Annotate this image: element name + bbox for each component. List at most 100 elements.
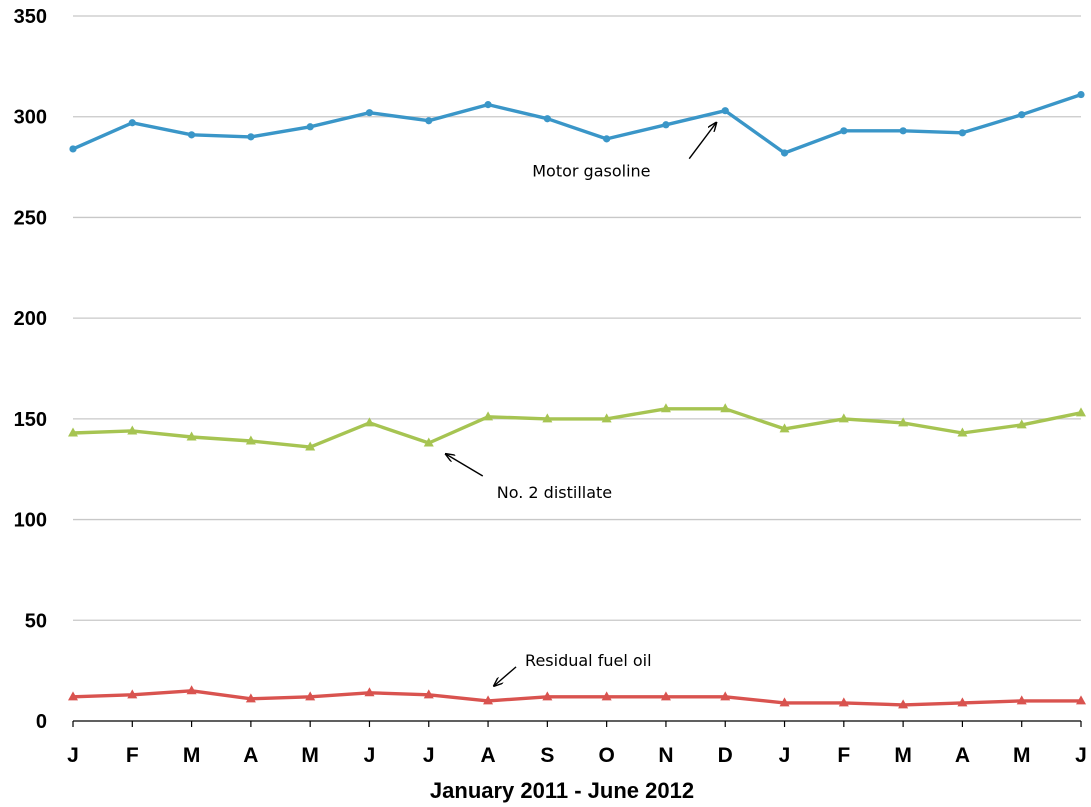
data-point (601, 691, 612, 701)
annotation-arrow (446, 454, 484, 477)
annotation-arrow (494, 666, 517, 686)
x-tick-label: M (183, 744, 201, 767)
x-tick-label: A (480, 744, 495, 767)
x-tick-label: N (658, 744, 673, 767)
data-point (958, 129, 967, 137)
data-point (425, 117, 433, 125)
series-residual (68, 685, 1086, 709)
series-line-residual (72, 689, 1081, 707)
y-tick-label: 0 (36, 711, 47, 733)
data-point (68, 691, 78, 701)
annotation: Residual fuel oil (494, 651, 652, 686)
data-point (721, 107, 729, 115)
data-point (543, 115, 551, 123)
data-point (186, 431, 197, 441)
y-tick-label: 350 (14, 6, 47, 28)
data-point (838, 697, 849, 707)
x-tick-label: A (243, 744, 258, 767)
data-point (898, 699, 909, 709)
y-tick-label: 250 (14, 207, 47, 229)
y-axis-tick-labels: 0 50 100 150 200 250 300 350 (14, 6, 47, 733)
data-point (186, 685, 197, 695)
x-tick-label: M (894, 744, 912, 767)
data-point (542, 691, 553, 701)
x-tick-label: D (718, 744, 733, 767)
x-tick-label: A (955, 744, 970, 767)
x-tick-label: M (1013, 744, 1031, 767)
data-point (127, 689, 138, 699)
x-tick-label: M (301, 744, 319, 767)
data-point (957, 697, 968, 707)
data-point (305, 441, 316, 451)
x-tick-label: J (423, 744, 435, 767)
data-point (306, 123, 314, 131)
series-line-gasoline (72, 92, 1082, 155)
y-tick-label: 300 (14, 107, 47, 129)
data-point (68, 427, 78, 437)
x-tick-label: F (126, 744, 139, 767)
data-point (899, 127, 907, 135)
annotation: Motor gasoline (532, 123, 716, 181)
data-point (662, 121, 670, 129)
data-point (423, 689, 434, 699)
data-point (779, 423, 790, 433)
data-point (840, 127, 848, 135)
data-point (1018, 111, 1026, 119)
data-point (1077, 90, 1085, 99)
data-point (483, 411, 494, 421)
x-tick-label: J (779, 744, 791, 767)
series-gasoline (69, 90, 1085, 157)
y-tick-label: 100 (14, 510, 47, 532)
data-point (1076, 407, 1086, 417)
data-point (660, 691, 671, 701)
data-point (69, 145, 77, 153)
data-point (187, 131, 196, 139)
data-point (601, 413, 612, 423)
data-point (305, 691, 316, 701)
data-point (1016, 695, 1027, 705)
x-tick-label: O (598, 744, 614, 767)
series-distillate (68, 403, 1086, 451)
x-tick-label: J (364, 744, 376, 767)
data-point (483, 695, 494, 705)
x-tick-label: J (67, 744, 79, 767)
gridlines (73, 15, 1081, 621)
data-point (245, 693, 256, 703)
data-point (128, 119, 136, 127)
data-point (364, 417, 375, 427)
data-point (245, 435, 256, 445)
data-point (423, 437, 434, 447)
data-point (364, 687, 375, 697)
annotation-label: Residual fuel oil (525, 651, 651, 670)
series-line-distillate (72, 407, 1082, 449)
data-point (365, 109, 374, 117)
annotation-label: Motor gasoline (532, 162, 650, 181)
annotations: Motor gasoline No. 2 distillate Residual f… (446, 123, 716, 686)
x-axis-label: January 2011 - June 2012 (430, 778, 694, 803)
data-point (127, 425, 138, 435)
data-point (720, 403, 731, 413)
y-tick-label: 150 (14, 409, 47, 431)
series-lines (68, 90, 1086, 709)
data-point (838, 413, 849, 423)
annotation-label: No. 2 distillate (497, 483, 612, 502)
data-point (484, 101, 492, 109)
data-point (898, 417, 909, 427)
data-point (660, 403, 671, 413)
data-point (957, 427, 968, 437)
x-tick-label: S (540, 744, 554, 767)
data-point (542, 413, 553, 423)
data-point (603, 135, 611, 143)
annotation: No. 2 distillate (446, 454, 612, 502)
x-tick-label: F (837, 744, 850, 767)
y-tick-label: 50 (25, 610, 47, 632)
annotation-arrow (688, 123, 716, 160)
data-point (720, 691, 731, 701)
data-point (1016, 419, 1027, 429)
data-point (1076, 695, 1086, 705)
data-point (779, 697, 790, 707)
data-point (247, 133, 255, 141)
x-tick-label: J (1075, 744, 1087, 767)
